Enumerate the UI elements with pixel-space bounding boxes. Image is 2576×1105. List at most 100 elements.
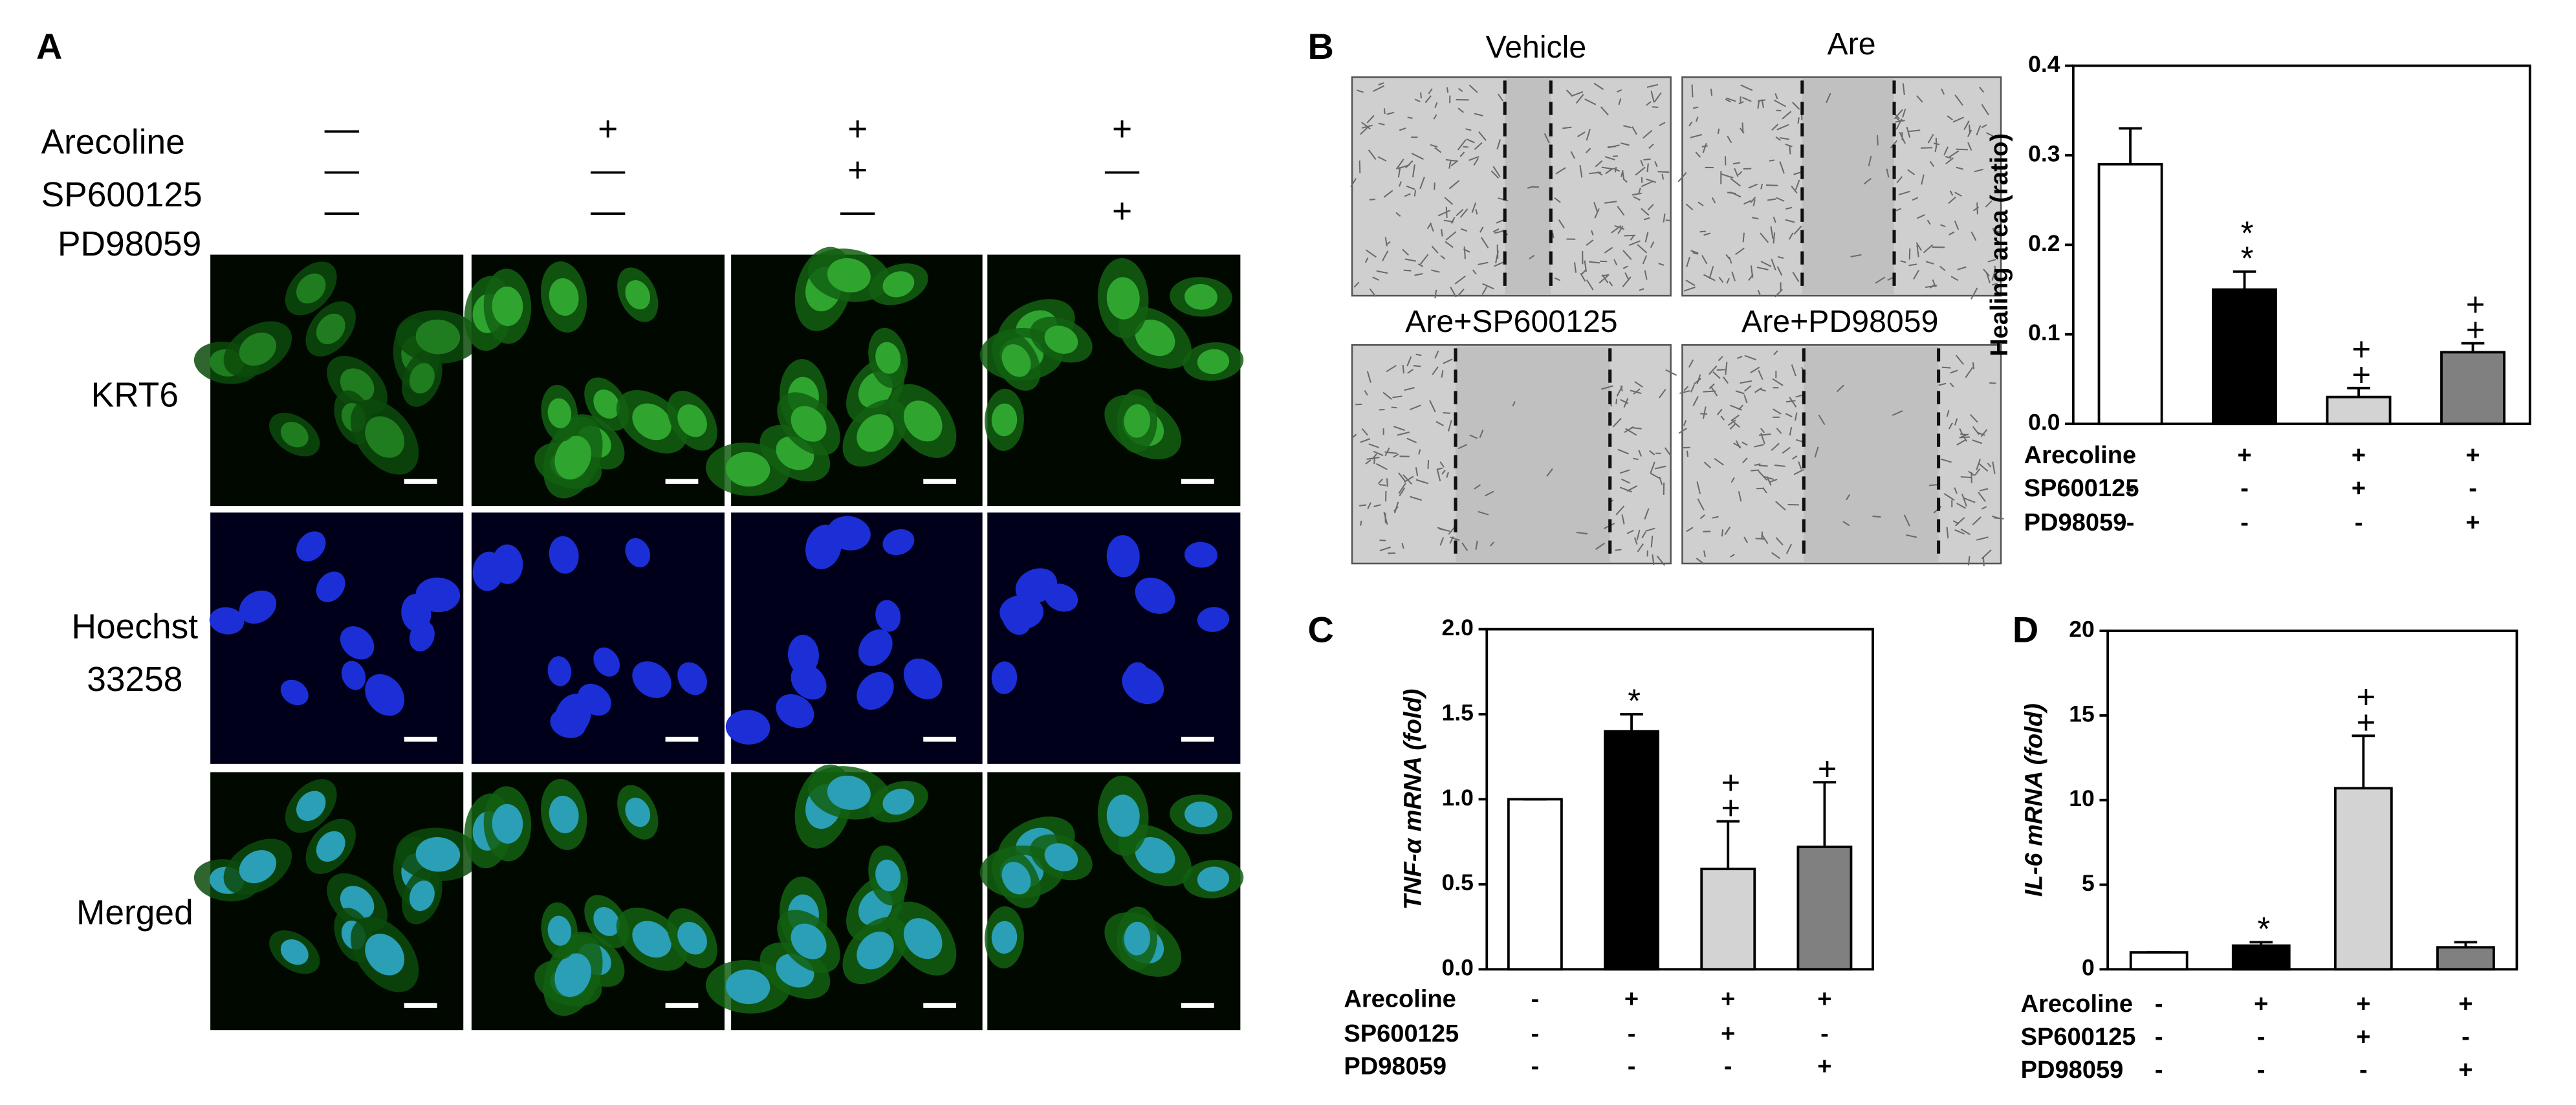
cell-texture bbox=[1769, 159, 1775, 162]
cell-texture bbox=[1945, 157, 1954, 165]
nucleus bbox=[492, 286, 523, 327]
significance-marker: ++ bbox=[1712, 764, 1749, 816]
cell-texture bbox=[1981, 549, 1992, 560]
cell-texture bbox=[1892, 410, 1903, 416]
cell-texture bbox=[1360, 520, 1362, 526]
cell-texture bbox=[1383, 190, 1393, 198]
cell-texture bbox=[1621, 142, 1630, 146]
cell-texture bbox=[1961, 494, 1967, 507]
treatment-sign: + bbox=[2458, 1056, 2472, 1084]
bar bbox=[2231, 944, 2291, 971]
treatment-sign: — bbox=[325, 192, 360, 230]
cell-texture bbox=[1649, 450, 1655, 455]
cell-texture bbox=[1718, 276, 1724, 283]
cell bbox=[316, 571, 345, 602]
cell-texture bbox=[1635, 166, 1646, 176]
nucleus bbox=[340, 626, 375, 660]
cell-texture bbox=[1650, 472, 1661, 479]
nucleus bbox=[903, 400, 943, 442]
cell-texture bbox=[1617, 448, 1630, 455]
cell-texture bbox=[1754, 387, 1762, 393]
cell-texture bbox=[1688, 121, 1693, 127]
treatment-sign: + bbox=[1721, 1020, 1735, 1047]
cell-texture bbox=[1614, 166, 1617, 173]
cell-texture bbox=[1907, 169, 1916, 175]
treatment-sign: + bbox=[1624, 986, 1639, 1013]
cell-texture bbox=[1814, 446, 1819, 458]
cell-texture bbox=[1775, 537, 1784, 546]
cell-texture bbox=[1763, 476, 1774, 480]
treatment-sign: - bbox=[2126, 509, 2135, 536]
cell-texture bbox=[1361, 124, 1373, 129]
cell bbox=[667, 908, 717, 968]
cell-texture bbox=[1435, 421, 1444, 426]
cell-texture bbox=[1637, 543, 1644, 552]
bar bbox=[1796, 846, 1853, 971]
treatment-sign: + bbox=[2352, 442, 2366, 469]
cell-texture bbox=[1782, 446, 1791, 454]
treatment-name: Arecoline bbox=[1344, 986, 1456, 1013]
cell-texture bbox=[1445, 159, 1459, 162]
cell-texture bbox=[1972, 516, 1981, 526]
nucleus bbox=[1197, 607, 1230, 632]
cell-texture bbox=[1377, 478, 1383, 485]
cell-texture bbox=[1600, 260, 1608, 263]
cell-texture bbox=[1471, 202, 1477, 213]
cell-texture bbox=[1960, 433, 1967, 436]
cell bbox=[1117, 906, 1157, 970]
bar bbox=[2440, 351, 2505, 426]
cell bbox=[1106, 535, 1140, 578]
cell-texture bbox=[1730, 553, 1735, 558]
cell-texture bbox=[1622, 178, 1628, 183]
cell-texture bbox=[1406, 185, 1415, 190]
cell-texture bbox=[1393, 454, 1399, 458]
cell-texture bbox=[1637, 244, 1648, 254]
cell-texture bbox=[1902, 83, 1905, 96]
cell-texture bbox=[1748, 274, 1754, 281]
cell-texture bbox=[1379, 546, 1392, 552]
cell-texture bbox=[1555, 167, 1566, 175]
cell-texture bbox=[1730, 178, 1741, 187]
cell-texture bbox=[1469, 434, 1478, 439]
cell-texture bbox=[1445, 231, 1457, 241]
cell-texture bbox=[1734, 247, 1745, 256]
cell-texture bbox=[1601, 274, 1610, 277]
cell-texture bbox=[1386, 111, 1395, 115]
cell-texture bbox=[1934, 142, 1940, 146]
cell-texture bbox=[1955, 517, 1965, 527]
cell-texture bbox=[1760, 183, 1763, 190]
cell-texture bbox=[1360, 126, 1370, 135]
treatment-sign: — bbox=[591, 192, 626, 230]
bar bbox=[2212, 288, 2278, 426]
cell-texture bbox=[1758, 433, 1771, 436]
nucleus bbox=[787, 635, 819, 675]
cell-texture bbox=[1718, 356, 1723, 362]
cell bbox=[625, 538, 651, 567]
cell-texture bbox=[1463, 146, 1468, 148]
treatment-name: SP600125 bbox=[2021, 1023, 2136, 1051]
cell-texture bbox=[1604, 246, 1613, 254]
nucleus bbox=[492, 804, 523, 844]
cell-texture bbox=[1546, 468, 1553, 477]
nucleus bbox=[882, 271, 915, 298]
cell-texture bbox=[1608, 281, 1613, 287]
cell-texture bbox=[1916, 95, 1923, 103]
cell bbox=[890, 384, 957, 458]
cell-texture bbox=[1636, 529, 1641, 541]
cell-texture bbox=[1908, 129, 1921, 133]
cell-texture bbox=[1708, 383, 1715, 389]
cell-texture bbox=[1428, 88, 1433, 94]
cell-texture bbox=[1397, 166, 1401, 178]
cell-texture bbox=[1733, 443, 1741, 448]
cell-texture bbox=[1758, 465, 1768, 467]
nucleus bbox=[593, 907, 620, 936]
cell-texture bbox=[1976, 459, 1981, 470]
cell-texture bbox=[1779, 137, 1789, 140]
cell-texture bbox=[1678, 428, 1687, 434]
image-title: Are+SP600125 bbox=[1405, 304, 1618, 339]
treatment-sign: - bbox=[2155, 990, 2163, 1018]
treatment-sign: + bbox=[2356, 1023, 2370, 1051]
cell-texture bbox=[1750, 366, 1760, 374]
cell-texture bbox=[1454, 275, 1466, 285]
